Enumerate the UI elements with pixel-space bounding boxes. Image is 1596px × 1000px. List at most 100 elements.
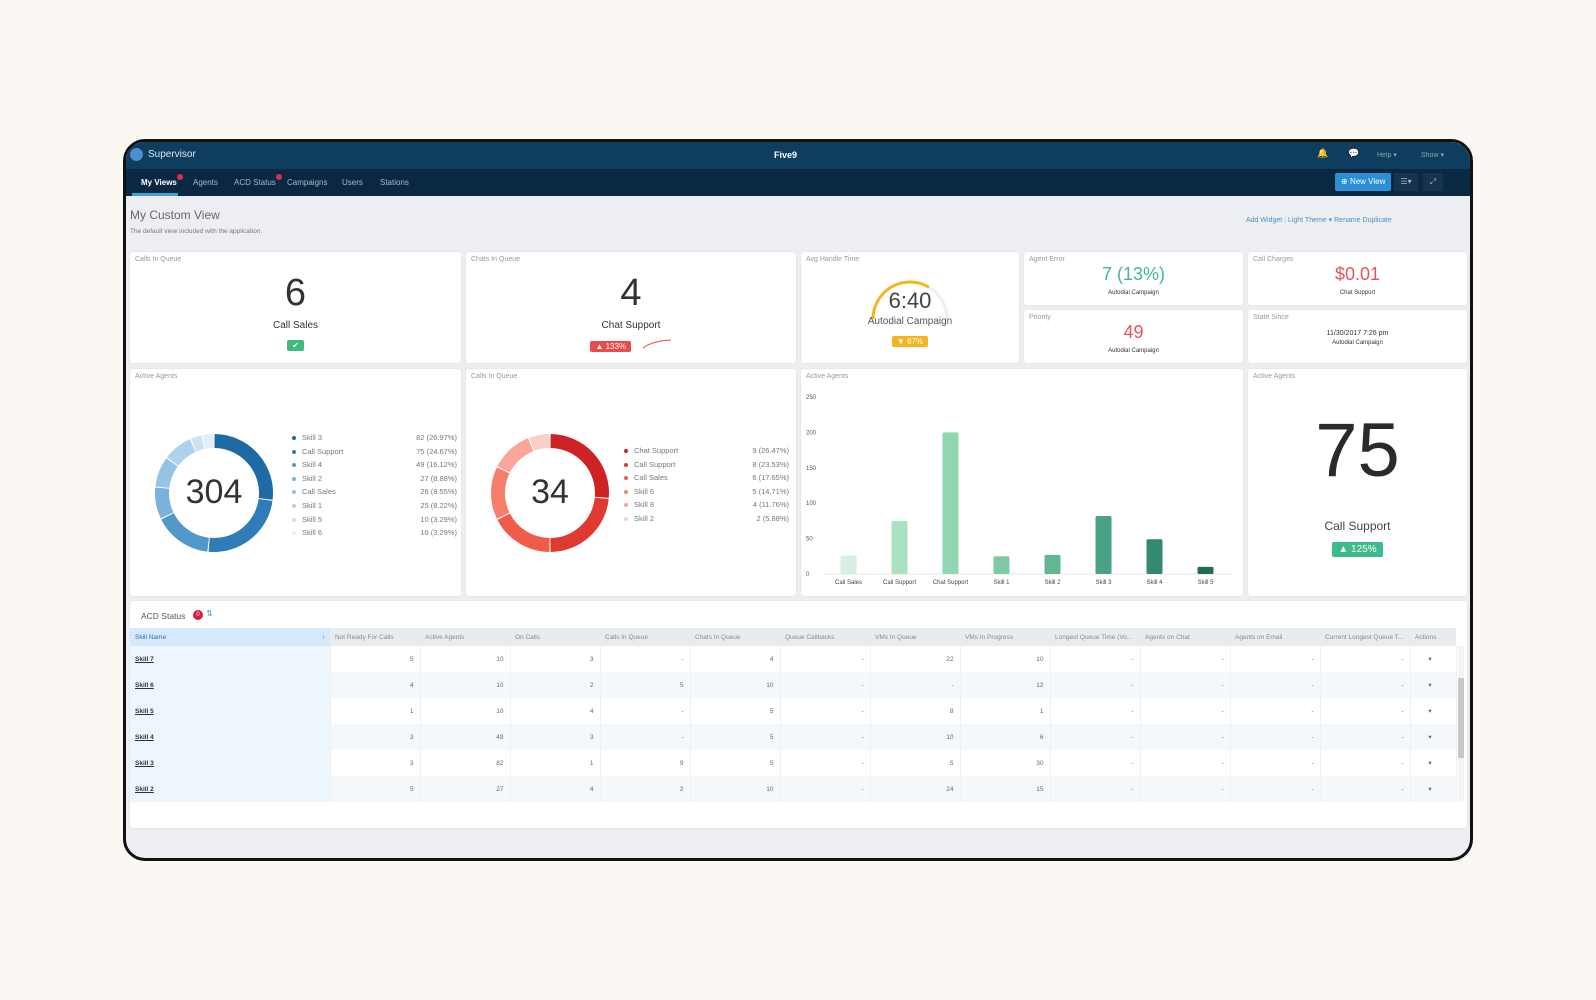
table-cell[interactable]: 3 <box>510 724 601 750</box>
chat-icon[interactable]: 💬 <box>1348 148 1360 158</box>
row-actions-dropdown[interactable]: ▾ <box>1410 750 1457 776</box>
donut-segment-skill-2[interactable] <box>155 487 174 519</box>
table-cell[interactable]: 49 <box>420 724 511 750</box>
skill-name-link[interactable]: Skill 3 <box>130 750 331 776</box>
theme-menu[interactable]: Light Theme ▾ <box>1287 217 1333 224</box>
bar-call-sales[interactable] <box>840 555 857 574</box>
row-actions-dropdown[interactable]: ▾ <box>1410 672 1457 698</box>
column-header[interactable]: On Calls <box>510 628 600 646</box>
table-cell[interactable]: 5 <box>330 776 421 802</box>
row-actions-dropdown[interactable]: ▾ <box>1410 724 1457 750</box>
legend-item[interactable]: Skill 8 4 (11.76%) <box>624 500 789 514</box>
widget-active-agents-donut[interactable]: Active Agents 304 Skill 3 82 (26.97%) Call… <box>130 369 461 596</box>
bell-icon[interactable]: 🔔 <box>1317 148 1329 158</box>
widget-calls-in-queue[interactable]: Calls In Queue 6 Call Sales ✔ <box>130 252 461 363</box>
table-cell[interactable]: 5 <box>330 646 421 672</box>
donut-segment-skill-2[interactable] <box>529 434 550 451</box>
donut-segment-skill-1[interactable] <box>167 439 196 466</box>
help-menu[interactable]: Help ▾ <box>1377 152 1397 159</box>
tab-acd-status[interactable]: ACD Status <box>234 174 282 187</box>
table-cell[interactable]: 1 <box>330 698 421 724</box>
column-header[interactable]: VMs In Queue <box>870 628 960 646</box>
bar-skill-3[interactable] <box>1095 515 1112 574</box>
donut-segment-call-support[interactable] <box>208 498 273 552</box>
column-header[interactable]: Skill Name ↑ <box>130 628 330 646</box>
column-header[interactable]: Agents on Chat <box>1140 628 1230 646</box>
table-cell[interactable]: 1 <box>510 750 601 776</box>
bar-skill-1[interactable] <box>993 556 1010 574</box>
table-cell[interactable]: 4 <box>510 776 601 802</box>
skill-name-link[interactable]: Skill 2 <box>130 776 331 802</box>
legend-item[interactable]: Skill 2 2 (5.88%) <box>624 514 789 528</box>
table-scrollbar[interactable] <box>1458 646 1464 801</box>
scrollbar-thumb[interactable] <box>1458 678 1464 758</box>
donut-segment-skill-6[interactable] <box>202 434 214 449</box>
table-cell[interactable]: 10 <box>420 672 511 698</box>
table-cell[interactable]: 3 <box>510 646 601 672</box>
legend-item[interactable]: Chat Support 9 (26.47%) <box>624 446 789 460</box>
tab-my-views[interactable]: My Views <box>141 174 183 187</box>
column-header[interactable]: Chats In Queue <box>690 628 780 646</box>
donut-segment-skill-6[interactable] <box>491 467 510 519</box>
skill-name-link[interactable]: Skill 4 <box>130 724 331 750</box>
table-cell[interactable]: 3 <box>330 724 421 750</box>
table-cell[interactable]: 10 <box>420 698 511 724</box>
widget-avg-handle-time[interactable]: Avg Handle Time 6:40 Autodial Campaign ▼… <box>801 252 1019 363</box>
row-actions-dropdown[interactable]: ▾ <box>1410 646 1457 672</box>
column-header[interactable]: Active Agents <box>420 628 510 646</box>
bar-chat-support[interactable] <box>942 432 959 574</box>
legend-item[interactable]: Call Support 75 (24.67%) <box>292 447 457 461</box>
legend-item[interactable]: Skill 1 25 (8.22%) <box>292 501 457 515</box>
duplicate-link[interactable]: Duplicate <box>1362 217 1392 224</box>
donut-segment-skill-4[interactable] <box>161 512 210 552</box>
skill-name-link[interactable]: Skill 5 <box>130 698 331 724</box>
table-cell[interactable]: 27 <box>420 776 511 802</box>
tab-users[interactable]: Users <box>342 178 363 187</box>
widget-call-charges[interactable]: Call Charges $0.01 Chat Support <box>1248 252 1467 305</box>
rename-link[interactable]: Rename <box>1334 217 1361 224</box>
column-header[interactable]: Actions <box>1410 628 1456 646</box>
show-menu[interactable]: Show ▾ <box>1421 152 1444 159</box>
bar-skill-5[interactable] <box>1197 566 1214 574</box>
column-header[interactable]: Longest Queue Time (Vo... <box>1050 628 1140 646</box>
donut-segment-call-sales[interactable] <box>155 458 178 489</box>
table-cell[interactable]: 3 <box>330 750 421 776</box>
table-cell[interactable]: 2 <box>510 672 601 698</box>
tab-agents[interactable]: Agents <box>193 178 218 187</box>
legend-item[interactable]: Call Support 8 (23.53%) <box>624 460 789 474</box>
column-header[interactable]: Queue Callbacks <box>780 628 870 646</box>
table-cell[interactable]: 82 <box>420 750 511 776</box>
donut-segment-skill-8[interactable] <box>497 438 534 473</box>
column-header[interactable]: Current Longest Queue T... <box>1320 628 1410 646</box>
legend-item[interactable]: Call Sales 26 (8.55%) <box>292 487 457 501</box>
sort-asc-icon[interactable]: ↑ <box>321 633 325 641</box>
widget-active-agents-big[interactable]: Active Agents 75 Call Support ▲ 125% <box>1248 369 1467 596</box>
filter-icon[interactable]: ⇅ <box>206 609 213 618</box>
row-actions-dropdown[interactable]: ▾ <box>1410 776 1457 802</box>
column-header[interactable]: VMs In Progress <box>960 628 1050 646</box>
tab-stations[interactable]: Stations <box>380 178 409 187</box>
legend-item[interactable]: Skill 2 27 (8.88%) <box>292 474 457 488</box>
donut-segment-call-support[interactable] <box>550 497 609 552</box>
fullscreen-button[interactable]: ⤢ <box>1423 173 1443 191</box>
widget-active-agents-bar[interactable]: Active Agents 0 50 100 150 200 250 Call Sales C… <box>801 369 1243 596</box>
bar-skill-2[interactable] <box>1044 554 1061 574</box>
legend-item[interactable]: Skill 3 82 (26.97%) <box>292 433 457 447</box>
new-view-button[interactable]: ⊕ New View <box>1335 173 1392 191</box>
table-cell[interactable]: 4 <box>330 672 421 698</box>
donut-segment-skill-5[interactable] <box>190 435 205 452</box>
bar-skill-4[interactable] <box>1146 539 1163 574</box>
bar-call-support[interactable] <box>891 520 908 574</box>
legend-item[interactable]: Skill 6 5 (14.71%) <box>624 487 789 501</box>
legend-item[interactable]: Skill 6 10 (3.29%) <box>292 528 457 542</box>
widget-chats-in-queue[interactable]: Chats In Queue 4 Chat Support ▲ 133% <box>466 252 796 363</box>
widget-priority[interactable]: Priority 49 Autodial Campaign <box>1024 310 1243 363</box>
widget-agent-error[interactable]: Agent Error 7 (13%) Autodial Campaign <box>1024 252 1243 305</box>
column-header[interactable]: Calls In Queue <box>600 628 690 646</box>
donut-segment-skill-3[interactable] <box>214 434 273 500</box>
legend-item[interactable]: Skill 4 49 (16.12%) <box>292 460 457 474</box>
legend-item[interactable]: Skill 5 10 (3.29%) <box>292 515 457 529</box>
donut-segment-chat-support[interactable] <box>550 434 609 498</box>
widget-calls-queue-donut[interactable]: Calls In Queue 34 Chat Support 9 (26.47%)… <box>466 369 796 596</box>
donut-segment-call-sales[interactable] <box>497 513 550 552</box>
